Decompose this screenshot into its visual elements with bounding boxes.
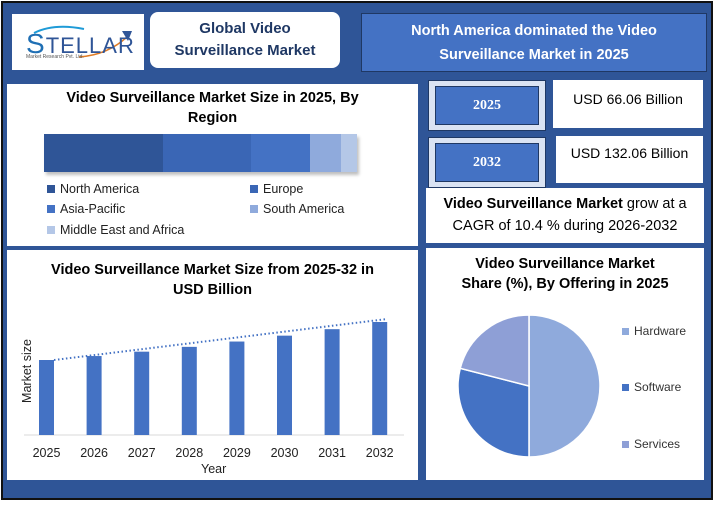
segment-south-america bbox=[310, 134, 342, 172]
legend-label: Middle East and Africa bbox=[60, 223, 185, 237]
bar-2030 bbox=[277, 335, 292, 435]
legend-europe: Europe bbox=[250, 182, 303, 196]
legend-swatch bbox=[47, 185, 55, 193]
legend-swatch bbox=[250, 205, 258, 213]
legend-north-america: North America bbox=[47, 182, 139, 196]
legend-label: Asia-Pacific bbox=[60, 202, 126, 216]
y-axis-label: Market size bbox=[19, 339, 34, 403]
x-axis-label: Year bbox=[201, 462, 227, 476]
legend-label: South America bbox=[263, 202, 345, 216]
value-2032: USD 132.06 Billion bbox=[556, 136, 703, 183]
segment-europe bbox=[162, 134, 251, 172]
legend-swatch bbox=[47, 205, 55, 213]
year-label-2025: 2025 bbox=[435, 86, 539, 125]
logo-tagline: Market Research Pvt. Ltd. bbox=[26, 54, 84, 60]
region-chart-title: Video Surveillance Market Size in 2025, … bbox=[7, 88, 418, 128]
bar-2027 bbox=[134, 351, 150, 435]
x-tick-label: 2025 bbox=[33, 446, 61, 460]
bar-2029 bbox=[229, 341, 245, 435]
bar-2031 bbox=[324, 329, 340, 435]
legend-label: North America bbox=[60, 182, 140, 196]
x-tick-label: 2029 bbox=[223, 446, 251, 460]
region-title-line-1: Video Surveillance Market Size in 2025, … bbox=[66, 90, 359, 106]
pie-title-line-2: Share (%), By Offering in 2025 bbox=[461, 276, 669, 292]
pie-slice-services bbox=[459, 314, 530, 387]
legend-swatch bbox=[250, 185, 258, 193]
logo-swoosh-icon bbox=[33, 25, 132, 58]
x-tick-label: 2028 bbox=[175, 446, 203, 460]
x-tick-label: 2030 bbox=[271, 446, 299, 460]
market-size-chart-title: Video Surveillance Market Size from 2025… bbox=[7, 260, 418, 300]
segment-north-america bbox=[44, 134, 163, 172]
cagr-line-2: CAGR of 10.4 % during 2026-2032 bbox=[452, 218, 678, 234]
highlight-line-1: North America dominated the Video bbox=[411, 22, 657, 39]
cagr-bold-text: Video Surveillance Market bbox=[443, 196, 623, 212]
stellar-logo: STELLAR Market Research Pvt. Ltd. bbox=[12, 14, 144, 70]
pie-slice-software bbox=[457, 367, 530, 458]
bar-title-line-1: Video Surveillance Market Size from 2025… bbox=[51, 262, 374, 278]
offering-share-panel: Video Surveillance Market Share (%), By … bbox=[426, 248, 704, 480]
segment-asia-pacific bbox=[250, 134, 311, 172]
cagr-statement: Video Surveillance Market grow at a CAGR… bbox=[426, 188, 704, 243]
bar-2025 bbox=[39, 360, 54, 435]
x-tick-label: 2032 bbox=[366, 446, 394, 460]
legend-services: Services bbox=[622, 437, 680, 451]
market-size-bar-chart: 2025 2026 2027 2028 2029 2030 2031 2032 bbox=[24, 318, 404, 460]
bar-2028 bbox=[181, 346, 197, 435]
x-tick-label: 2031 bbox=[318, 446, 346, 460]
market-size-chart-panel: Video Surveillance Market Size from 2025… bbox=[7, 250, 418, 480]
title-line-2: Surveillance Market bbox=[174, 42, 316, 59]
pie-slice-hardware bbox=[528, 314, 601, 458]
legend-swatch bbox=[622, 440, 629, 448]
segment-middle-east-and-africa bbox=[341, 134, 357, 172]
bar-2026 bbox=[86, 356, 102, 435]
logo-wordmark: STELLAR bbox=[26, 28, 135, 59]
pie-chart-title: Video Surveillance Market Share (%), By … bbox=[426, 254, 704, 294]
legend-label: Services bbox=[634, 437, 681, 451]
title-line-1: Global Video bbox=[199, 20, 291, 37]
x-tick-label: 2026 bbox=[80, 446, 108, 460]
legend-asia-pacific: Asia-Pacific bbox=[47, 202, 125, 216]
year-box-2025: 2025 bbox=[428, 80, 546, 131]
year-label-2032: 2032 bbox=[435, 143, 539, 182]
cagr-line-1: Video Surveillance Market grow at a bbox=[426, 193, 704, 215]
region-chart-panel: Video Surveillance Market Size in 2025, … bbox=[7, 84, 418, 246]
offering-pie-chart bbox=[457, 314, 601, 458]
legend-mea: Middle East and Africa bbox=[47, 223, 184, 237]
region-stacked-bar bbox=[44, 134, 357, 172]
year-box-2032: 2032 bbox=[428, 137, 546, 188]
legend-swatch bbox=[622, 327, 629, 335]
highlight-banner: North America dominated the Video Survei… bbox=[361, 13, 707, 72]
page-title: Global Video Surveillance Market bbox=[150, 12, 340, 68]
region-title-line-2: Region bbox=[187, 110, 238, 126]
legend-swatch bbox=[622, 383, 629, 391]
pie-title-line-1: Video Surveillance Market bbox=[475, 256, 655, 272]
legend-label: Hardware bbox=[634, 324, 687, 338]
cagr-text: grow at a bbox=[622, 196, 687, 212]
x-tick-label: 2027 bbox=[128, 446, 156, 460]
legend-south-america: South America bbox=[250, 202, 344, 216]
bar-title-line-2: USD Billion bbox=[173, 282, 252, 298]
value-2025: USD 66.06 Billion bbox=[553, 80, 703, 128]
legend-swatch bbox=[47, 226, 55, 234]
bar-2032 bbox=[372, 322, 388, 435]
highlight-line-2: Surveillance Market in 2025 bbox=[439, 46, 629, 63]
legend-label: Software bbox=[634, 380, 682, 394]
legend-software: Software bbox=[622, 380, 681, 394]
legend-hardware: Hardware bbox=[622, 324, 686, 338]
legend-label: Europe bbox=[263, 182, 304, 196]
